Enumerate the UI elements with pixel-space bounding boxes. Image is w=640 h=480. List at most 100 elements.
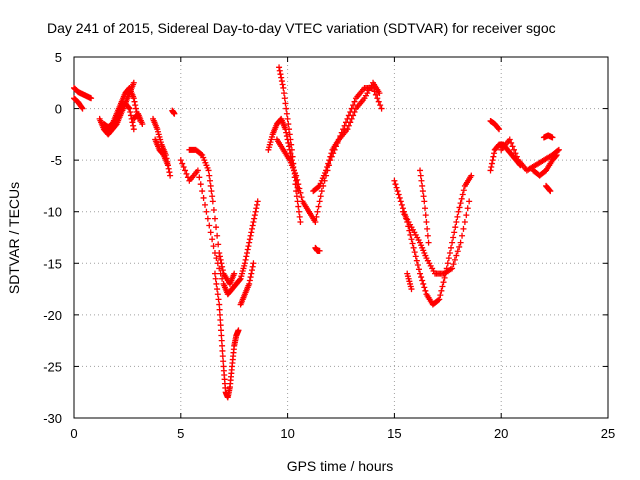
data-point bbox=[288, 141, 295, 148]
data-point bbox=[451, 256, 458, 263]
data-point bbox=[458, 195, 465, 202]
data-point bbox=[325, 160, 332, 167]
data-point bbox=[241, 260, 248, 267]
data-point bbox=[281, 90, 288, 97]
data-point bbox=[214, 232, 221, 239]
data-point bbox=[440, 279, 447, 286]
data-point bbox=[414, 262, 421, 269]
data-point bbox=[139, 121, 146, 128]
series-trace-i bbox=[169, 107, 178, 117]
data-point bbox=[313, 213, 320, 220]
data-point bbox=[216, 301, 223, 308]
data-point bbox=[457, 239, 464, 246]
data-point bbox=[129, 119, 136, 126]
data-point bbox=[199, 188, 206, 195]
data-point bbox=[450, 234, 457, 241]
x-tick-label: 10 bbox=[280, 426, 294, 441]
data-point bbox=[130, 95, 137, 102]
series-trace-l bbox=[211, 270, 242, 401]
data-point bbox=[318, 188, 325, 195]
series-trace-b bbox=[71, 95, 86, 112]
data-point bbox=[453, 219, 460, 226]
data-point bbox=[213, 255, 220, 262]
series-trace-h bbox=[152, 136, 171, 169]
data-point bbox=[490, 153, 497, 160]
data-point bbox=[410, 244, 417, 251]
data-point bbox=[78, 104, 85, 111]
y-tick-label: 5 bbox=[55, 50, 62, 65]
y-tick-label: -25 bbox=[43, 359, 62, 374]
data-point bbox=[466, 198, 473, 205]
data-point bbox=[287, 136, 294, 143]
data-point bbox=[298, 194, 305, 201]
data-point bbox=[461, 219, 468, 226]
data-point bbox=[348, 115, 355, 122]
data-point bbox=[125, 104, 132, 111]
data-point bbox=[244, 249, 251, 256]
data-point bbox=[457, 200, 464, 207]
data-point bbox=[441, 274, 448, 281]
data-point bbox=[285, 121, 292, 128]
data-point bbox=[249, 263, 256, 270]
data-point bbox=[127, 109, 134, 116]
series-trace-t bbox=[391, 172, 475, 308]
data-point bbox=[419, 188, 426, 195]
data-point bbox=[248, 229, 255, 236]
data-point bbox=[456, 243, 463, 250]
data-point bbox=[315, 183, 322, 190]
data-point bbox=[406, 227, 413, 234]
data-point bbox=[249, 225, 255, 232]
series-trace-k bbox=[186, 146, 238, 287]
data-point bbox=[216, 249, 223, 256]
data-point bbox=[418, 177, 425, 184]
data-point bbox=[164, 162, 171, 169]
data-point bbox=[246, 277, 253, 284]
data-point bbox=[463, 212, 470, 219]
data-point bbox=[126, 105, 133, 112]
data-point bbox=[219, 263, 226, 270]
data-point bbox=[246, 239, 253, 246]
data-point bbox=[344, 126, 351, 133]
data-point bbox=[209, 236, 216, 243]
data-point bbox=[244, 246, 251, 253]
data-point bbox=[420, 280, 427, 287]
y-axis-title: SDTVAR / TECUs bbox=[6, 182, 22, 294]
data-point bbox=[491, 150, 498, 157]
data-point bbox=[345, 122, 352, 129]
data-point bbox=[210, 243, 217, 250]
data-point bbox=[207, 182, 214, 189]
data-point bbox=[374, 95, 381, 102]
data-point bbox=[245, 243, 252, 250]
data-point bbox=[211, 270, 218, 277]
data-point bbox=[296, 213, 303, 220]
data-point bbox=[283, 129, 290, 136]
data-point bbox=[276, 67, 283, 74]
data-point bbox=[392, 181, 399, 188]
data-point bbox=[425, 239, 432, 246]
data-point bbox=[546, 187, 553, 194]
data-point bbox=[395, 191, 402, 198]
data-point bbox=[130, 122, 137, 129]
x-axis-title: GPS time / hours bbox=[287, 458, 394, 474]
data-point bbox=[206, 222, 213, 229]
data-point bbox=[347, 119, 354, 126]
series-trace-y bbox=[487, 117, 503, 133]
data-point bbox=[391, 177, 398, 184]
data-point bbox=[424, 232, 431, 239]
data-point bbox=[79, 105, 86, 112]
data-point bbox=[407, 231, 414, 238]
x-tick-label: 5 bbox=[177, 426, 184, 441]
data-point bbox=[435, 297, 442, 304]
data-point bbox=[454, 248, 461, 255]
data-point bbox=[450, 261, 457, 268]
data-point bbox=[177, 157, 184, 164]
data-point bbox=[326, 157, 333, 164]
data-point bbox=[278, 74, 285, 81]
data-point bbox=[235, 327, 242, 334]
series-trace-f bbox=[130, 110, 146, 128]
data-point bbox=[297, 219, 304, 226]
data-point bbox=[377, 102, 384, 109]
grid-lines bbox=[74, 57, 608, 418]
data-point bbox=[438, 287, 445, 294]
data-point bbox=[456, 204, 463, 211]
